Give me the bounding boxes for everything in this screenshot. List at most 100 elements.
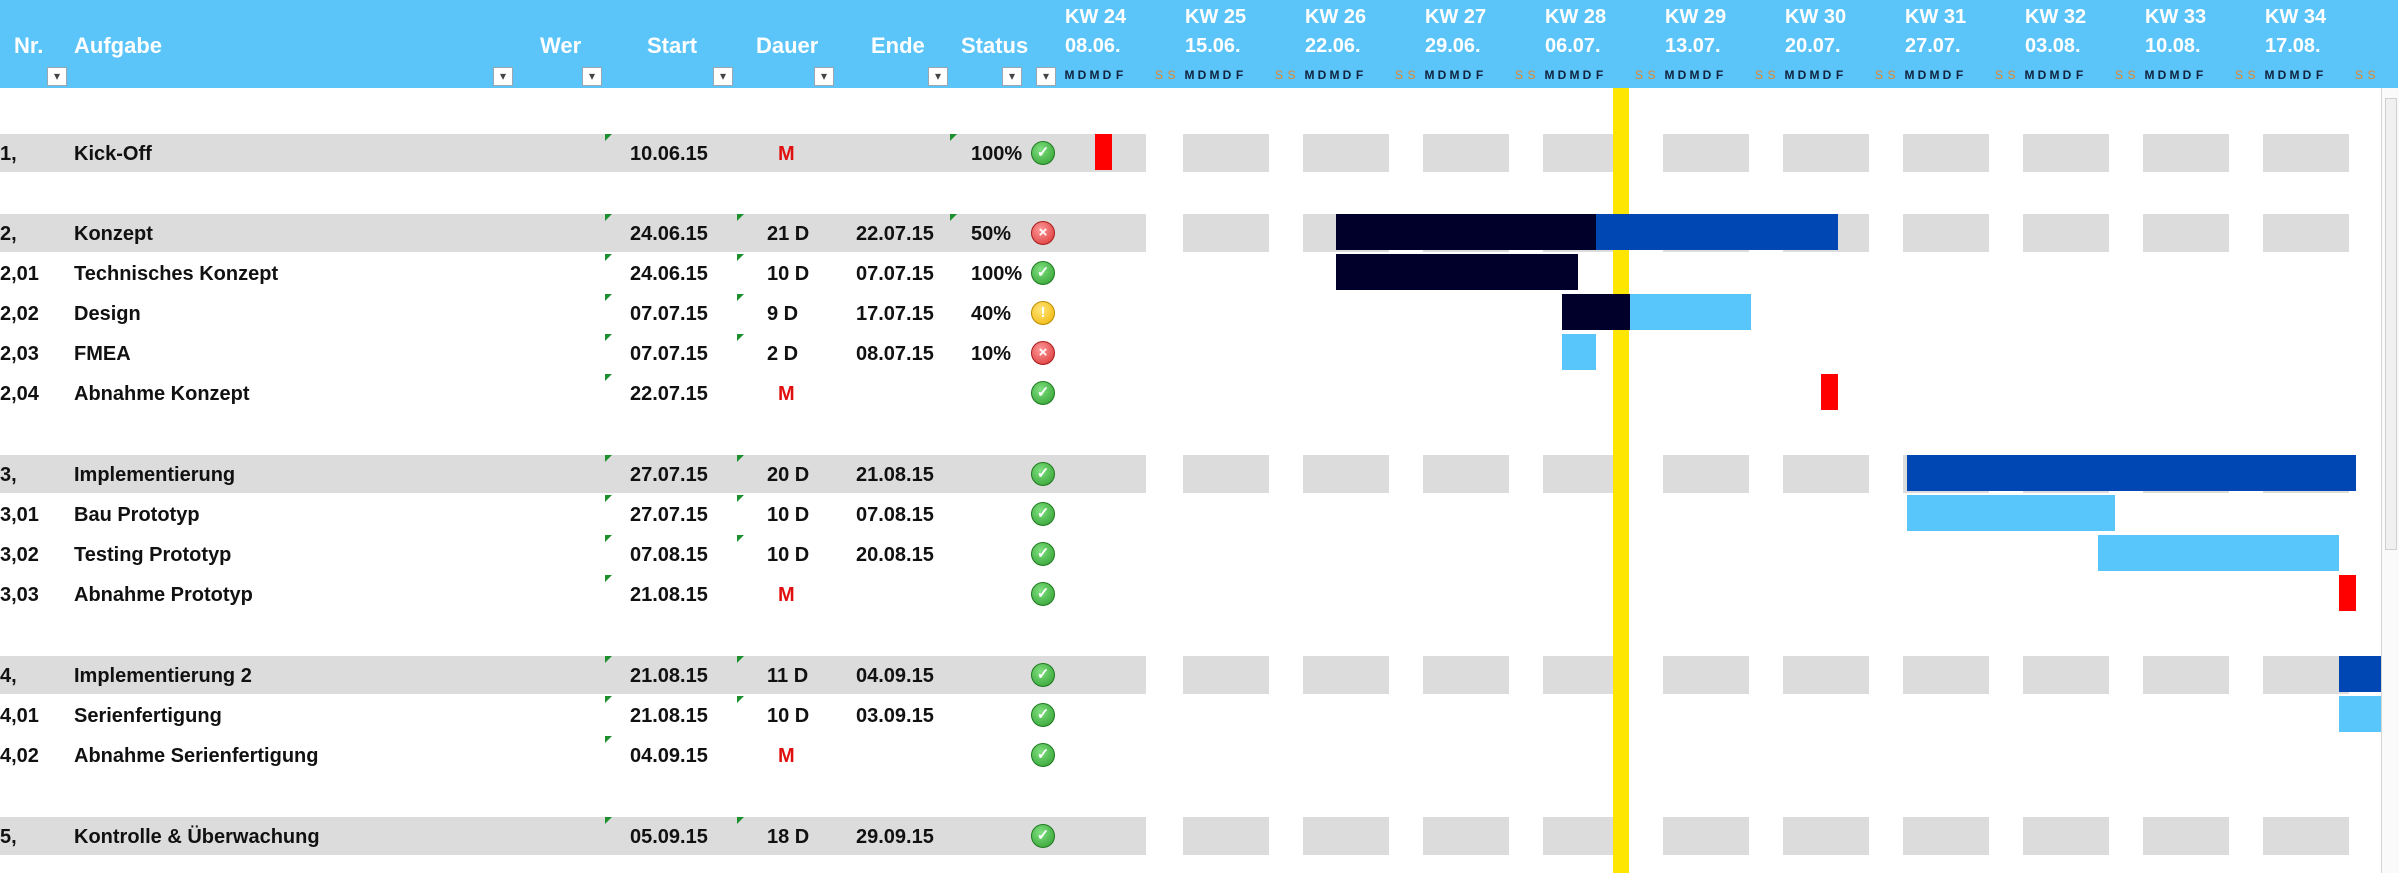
task-row[interactable]: 3,03 Abnahme Prototyp 21.08.15 M ✓ <box>0 575 1146 613</box>
task-row[interactable]: 3,02 Testing Prototyp 07.08.15 10 D 20.0… <box>0 535 1146 573</box>
task-row[interactable]: 4,02 Abnahme Serienfertigung 04.09.15 M … <box>0 736 1146 774</box>
day-letter: F <box>1475 68 1484 82</box>
task-row[interactable]: 4,01 Serienfertigung 21.08.15 10 D 03.09… <box>0 696 1146 734</box>
milestone-bar[interactable] <box>1821 374 1838 410</box>
day-letter: M <box>1904 68 1915 82</box>
comment-indicator <box>737 294 744 301</box>
week-number: KW 32 <box>2025 6 2087 28</box>
day-letter: S <box>2354 68 2363 82</box>
task-start: 22.07.15 <box>630 383 708 405</box>
group-bar-done[interactable] <box>1336 214 1596 250</box>
filter-dropdown-icon[interactable]: ▾ <box>1036 67 1056 86</box>
group-row[interactable]: 4, Implementierung 2 21.08.15 11 D 04.09… <box>0 656 1146 694</box>
week-date: 20.07. <box>1785 35 1841 57</box>
vertical-scrollbar[interactable] <box>2381 88 2399 873</box>
task-row[interactable]: 2,01 Technisches Konzept 24.06.15 10 D 0… <box>0 254 1146 292</box>
comment-indicator <box>950 214 957 221</box>
task-start: 07.08.15 <box>630 544 708 566</box>
task-number: 5, <box>0 826 17 848</box>
milestone-bar[interactable] <box>2339 575 2356 611</box>
week-date: 27.07. <box>1905 35 1961 57</box>
filter-dropdown-start[interactable]: ▾ <box>713 67 733 86</box>
week-cell <box>2143 817 2229 855</box>
week-cell <box>2023 817 2109 855</box>
task-row[interactable]: 2,04 Abnahme Konzept 22.07.15 M ✓ <box>0 374 1146 412</box>
comment-indicator <box>737 495 744 502</box>
group-row-background <box>0 817 1146 855</box>
day-letter: F <box>1595 68 1604 82</box>
day-letter: S <box>1154 68 1163 82</box>
task-start: 07.07.15 <box>630 343 708 365</box>
week-cell <box>1663 656 1749 694</box>
filter-dropdown-nr[interactable]: ▾ <box>47 67 67 86</box>
day-letter: D <box>2037 68 2047 82</box>
status-ok-icon: ✓ <box>1031 824 1055 848</box>
day-letter: F <box>1115 68 1124 82</box>
task-bar-open[interactable] <box>1562 334 1596 370</box>
week-cell <box>1903 656 1989 694</box>
week-date: 22.06. <box>1305 35 1361 57</box>
day-letter: M <box>2049 68 2060 82</box>
day-letter: S <box>2367 68 2376 82</box>
header-row: Nr. ▾ Aufgabe ▾ Wer ▾ Start ▾ Dauer ▾ En… <box>0 0 2398 88</box>
filter-dropdown-task[interactable]: ▾ <box>493 67 513 86</box>
filter-dropdown-who[interactable]: ▾ <box>582 67 602 86</box>
task-row[interactable]: 3,01 Bau Prototyp 27.07.15 10 D 07.08.15… <box>0 495 1146 533</box>
task-bar-done[interactable] <box>1336 254 1578 290</box>
group-bar[interactable] <box>2339 656 2381 692</box>
day-letter: D <box>1077 68 1087 82</box>
day-letter: S <box>1994 68 2003 82</box>
filter-dropdown-end[interactable]: ▾ <box>928 67 948 86</box>
task-duration: M <box>778 143 795 165</box>
task-name: Abnahme Prototyp <box>74 584 253 606</box>
task-number: 2,01 <box>0 263 39 285</box>
task-bar-open[interactable] <box>1630 294 1751 330</box>
scrollbar-thumb[interactable] <box>2385 98 2397 550</box>
comment-indicator <box>737 535 744 542</box>
comment-indicator <box>605 495 612 502</box>
day-letter: S <box>1407 68 1416 82</box>
task-end: 17.07.15 <box>856 303 934 325</box>
day-letter: D <box>1222 68 1232 82</box>
status-ok-icon: ✓ <box>1031 502 1055 526</box>
comment-indicator <box>605 575 612 582</box>
task-start: 21.08.15 <box>630 665 708 687</box>
task-percent: 50% <box>971 223 1012 245</box>
task-bar-open[interactable] <box>2098 535 2339 571</box>
week-header: KW 25 15.06. <box>1182 4 1268 88</box>
task-duration: 11 D <box>767 665 809 687</box>
comment-indicator <box>605 334 612 341</box>
group-bar[interactable] <box>1907 455 2356 491</box>
day-letter: M <box>1689 68 1700 82</box>
group-bar-open[interactable] <box>1596 214 1838 250</box>
week-date: 10.08. <box>2145 35 2201 57</box>
task-bar-done[interactable] <box>1562 294 1630 330</box>
task-bar-open[interactable] <box>1907 495 2115 531</box>
comment-indicator <box>605 656 612 663</box>
task-row[interactable]: 2,03 FMEA 07.07.15 2 D 08.07.15 10% × <box>0 334 1146 372</box>
group-row[interactable]: 2, Konzept 24.06.15 21 D 22.07.15 50% × <box>0 214 1146 252</box>
week-cell <box>1663 455 1749 493</box>
group-row[interactable]: 5, Kontrolle & Überwachung 05.09.15 18 D… <box>0 817 1146 855</box>
week-header: KW 26 22.06. <box>1302 4 1388 88</box>
filter-dropdown-status[interactable]: ▾ <box>1002 67 1022 86</box>
task-bar-open[interactable] <box>2339 696 2381 732</box>
task-row[interactable]: 2,02 Design 07.07.15 9 D 17.07.15 40% ! <box>0 294 1146 332</box>
milestone-bar[interactable] <box>1095 134 1112 170</box>
task-duration: 10 D <box>767 544 810 566</box>
day-letter: D <box>1342 68 1352 82</box>
day-letter: D <box>1797 68 1807 82</box>
week-cell <box>1183 134 1269 172</box>
day-letter: S <box>1514 68 1523 82</box>
task-percent: 100% <box>971 263 1023 285</box>
col-header-start: Start <box>647 33 698 58</box>
group-row[interactable]: 3, Implementierung 27.07.15 20 D 21.08.1… <box>0 455 1146 493</box>
task-duration: 20 D <box>767 464 810 486</box>
task-percent: 40% <box>971 303 1012 325</box>
filter-dropdown-duration[interactable]: ▾ <box>814 67 834 86</box>
day-letter: D <box>2302 68 2312 82</box>
day-letter: D <box>1102 68 1112 82</box>
week-cell <box>1903 817 1989 855</box>
group-row[interactable]: 1, Kick-Off 10.06.15 M 100% ✓ <box>0 134 1146 172</box>
day-letter: S <box>1754 68 1763 82</box>
